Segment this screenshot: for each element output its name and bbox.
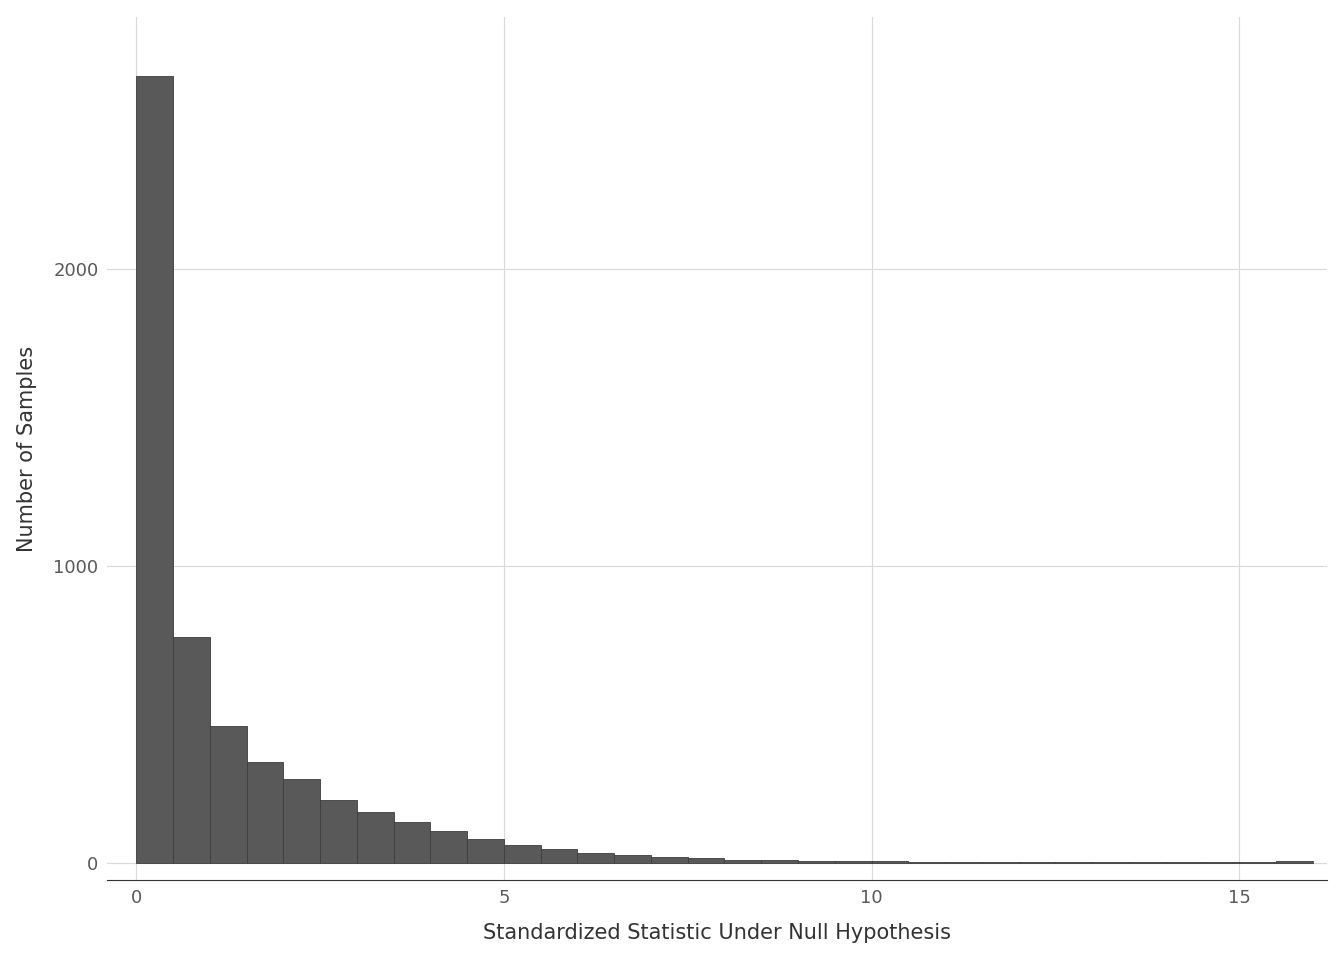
Bar [504,845,540,862]
Bar [136,76,173,862]
Bar [724,859,761,862]
Bar [578,853,614,862]
Bar [173,637,210,862]
Bar [394,823,430,862]
Bar [614,855,650,862]
Bar [540,850,578,862]
Bar [871,861,909,862]
Bar [320,801,358,862]
Bar [358,812,394,862]
Bar [430,831,468,862]
Bar [835,861,871,862]
Bar [210,726,246,862]
Bar [650,857,688,862]
Y-axis label: Number of Samples: Number of Samples [16,346,36,552]
Bar [761,860,798,862]
Bar [246,761,284,862]
Bar [284,780,320,862]
Bar [688,858,724,862]
Bar [1275,861,1313,862]
X-axis label: Standardized Statistic Under Null Hypothesis: Standardized Statistic Under Null Hypoth… [482,924,952,944]
Bar [798,861,835,862]
Bar [468,839,504,862]
